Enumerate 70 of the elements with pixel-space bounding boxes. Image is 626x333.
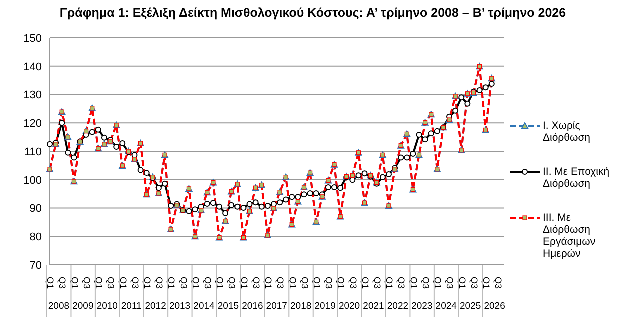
text: 2014	[194, 301, 215, 312]
x-tick-label: Q1	[46, 277, 56, 290]
x-tick-label: Q1	[94, 277, 104, 290]
x-tick-label: Q1	[384, 277, 395, 290]
x-tick-label: Q1	[457, 277, 468, 290]
legend-label: II. Με Εποχική Διόρθωση	[543, 166, 611, 190]
x-tick-label: Q1	[215, 277, 226, 290]
text: 2021	[363, 301, 384, 312]
x-tick-label: Q1	[166, 277, 177, 290]
x-tick-label: Q3	[396, 277, 407, 290]
x-tick-label: Q1	[312, 277, 322, 290]
text: 2012	[145, 301, 166, 312]
text: 2010	[96, 301, 118, 312]
text: 2025	[460, 301, 482, 312]
x-tick-label: Q3	[130, 277, 140, 290]
y-tick-label: 120	[24, 118, 42, 130]
x-tick-label: Q3	[82, 277, 92, 290]
text: 2016	[242, 301, 264, 312]
x-tick-label: Q1	[481, 277, 492, 290]
x-tick-label: Q3	[251, 277, 262, 290]
x-tick-label: Q1	[264, 277, 274, 290]
x-tick-label: Q3	[420, 277, 431, 290]
x-tick-label: Q3	[58, 277, 68, 290]
y-tick-label: 70	[30, 260, 42, 272]
legend-label: III. Με Διόρθωση Εργάσιμων Ημερών	[543, 212, 597, 260]
x-tick-label: Q1	[190, 277, 201, 290]
x-tick-label: Q1	[336, 277, 346, 290]
y-tick-label: 150	[24, 32, 42, 45]
text: 2017	[266, 301, 288, 312]
x-tick-label: Q3	[203, 277, 214, 290]
x-tick-label: Q3	[324, 277, 334, 290]
x-tick-label: Q3	[469, 277, 480, 290]
x-tick-label: Q3	[106, 277, 116, 290]
x-tick-label: Q1	[288, 277, 298, 290]
text: 2024	[436, 301, 457, 312]
x-tick-label: Q1	[70, 277, 80, 290]
x-tick-label: Q3	[372, 277, 383, 290]
text: 2019	[314, 301, 336, 312]
x-tick-label: Q3	[445, 277, 456, 290]
text: 2022	[387, 301, 409, 312]
y-tick-label: 130	[24, 90, 42, 102]
text: 2009	[72, 301, 94, 312]
legend-label: I. Χωρίς Διόρθωση	[543, 120, 592, 144]
text: 2011	[121, 301, 142, 312]
chart-title: Γράφημα 1: Εξέλιξη Δείκτη Μισθολογικού Κόστους: Α’ τρίμηνο 2008 – Β’ τρίμηνο 2026	[58, 6, 568, 20]
x-tick-label: Q1	[239, 277, 250, 290]
text: 2020	[338, 301, 360, 312]
x-tick-label: Q1	[118, 277, 128, 290]
x-tick-label: Q3	[276, 277, 286, 290]
x-tick-label: Q3	[178, 277, 189, 290]
y-tick-label: 100	[24, 174, 42, 187]
x-tick-label: Q3	[348, 277, 358, 290]
y-tick-label: 110	[24, 146, 42, 158]
y-tick-label: 140	[24, 61, 42, 74]
x-tick-label: Q3	[494, 277, 504, 290]
y-tick-label: 80	[30, 232, 42, 244]
text: 2026	[484, 301, 506, 312]
x-tick-label: Q1	[433, 277, 444, 290]
x-tick-label: Q3	[300, 277, 310, 290]
text: 2013	[169, 301, 191, 312]
x-tick-label: Q1	[142, 277, 152, 290]
x-tick-label: Q3	[227, 277, 238, 290]
y-tick-label: 90	[30, 203, 42, 216]
x-tick-label: Q1	[408, 277, 419, 290]
text: 2023	[412, 301, 433, 312]
text: 2008	[48, 301, 70, 312]
x-tick-label: Q3	[154, 277, 165, 290]
text: 2015	[218, 301, 240, 312]
x-tick-label: Q1	[360, 277, 370, 290]
text: 2018	[290, 301, 312, 312]
